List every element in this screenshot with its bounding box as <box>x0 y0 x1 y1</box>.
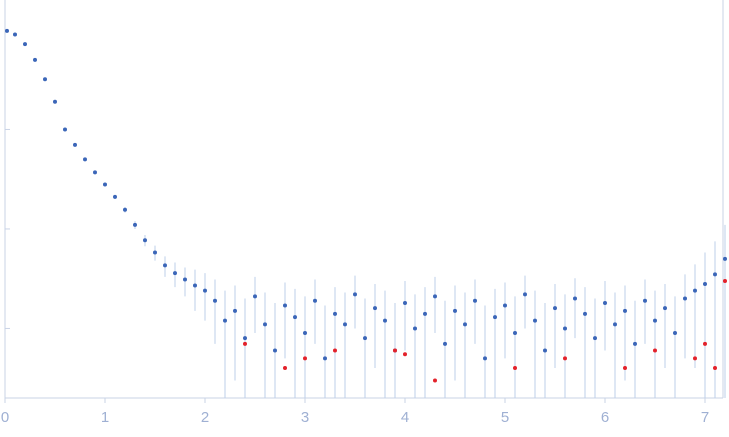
point <box>5 28 9 33</box>
point <box>563 356 567 361</box>
point <box>383 318 387 323</box>
point <box>283 366 287 371</box>
point <box>243 341 247 346</box>
point <box>553 306 557 311</box>
point <box>613 322 617 327</box>
point <box>263 322 267 327</box>
point <box>663 306 667 311</box>
point <box>303 331 307 336</box>
point <box>43 77 47 82</box>
point <box>403 352 407 357</box>
point <box>413 326 417 331</box>
point <box>343 322 347 327</box>
point <box>653 348 657 353</box>
point <box>443 341 447 346</box>
point <box>683 296 687 301</box>
point <box>113 194 117 199</box>
point <box>693 288 697 293</box>
point <box>623 366 627 371</box>
point <box>693 356 697 361</box>
x-tick-label: 5 <box>501 409 509 426</box>
point <box>603 301 607 306</box>
point <box>173 271 177 276</box>
point <box>63 127 67 132</box>
point <box>253 294 257 299</box>
x-tick-label: 3 <box>301 409 309 426</box>
point <box>703 341 707 346</box>
point <box>333 348 337 353</box>
point <box>543 348 547 353</box>
point <box>93 170 97 175</box>
point <box>373 306 377 311</box>
point <box>83 157 87 162</box>
point <box>633 341 637 346</box>
point <box>33 57 37 62</box>
point <box>303 356 307 361</box>
point <box>223 318 227 323</box>
point <box>133 222 137 227</box>
point <box>283 303 287 308</box>
point <box>473 298 477 303</box>
point <box>513 366 517 371</box>
point <box>213 298 217 303</box>
point <box>53 99 57 104</box>
point <box>713 366 717 371</box>
x-tick-label: 4 <box>401 409 409 426</box>
point <box>193 283 197 288</box>
point <box>573 296 577 301</box>
point <box>103 182 107 187</box>
point <box>523 292 527 297</box>
point <box>433 378 437 383</box>
x-tick-label: 1 <box>101 409 109 426</box>
point <box>233 308 237 313</box>
point <box>643 298 647 303</box>
point <box>353 292 357 297</box>
point <box>13 32 17 37</box>
point <box>623 308 627 313</box>
point <box>493 315 497 320</box>
point <box>153 250 157 255</box>
point <box>183 277 187 282</box>
point <box>583 311 587 316</box>
point <box>73 142 77 147</box>
point <box>143 238 147 243</box>
point <box>393 348 397 353</box>
point <box>23 42 27 47</box>
x-tick-label: 0 <box>1 409 9 426</box>
point <box>433 294 437 299</box>
point <box>403 301 407 306</box>
point <box>203 288 207 293</box>
point <box>483 356 487 361</box>
point <box>723 278 727 283</box>
point <box>703 281 707 286</box>
point <box>123 207 127 212</box>
point <box>503 303 507 308</box>
point <box>563 326 567 331</box>
point <box>163 263 167 268</box>
x-tick-label: 2 <box>201 409 209 426</box>
point <box>313 298 317 303</box>
point <box>723 256 727 261</box>
point <box>513 331 517 336</box>
point <box>453 308 457 313</box>
point <box>673 331 677 336</box>
point <box>273 348 277 353</box>
point <box>323 356 327 361</box>
point <box>653 318 657 323</box>
x-tick-label: 6 <box>601 409 609 426</box>
point <box>363 336 367 341</box>
point <box>463 322 467 327</box>
point <box>533 318 537 323</box>
point <box>713 272 717 277</box>
point <box>243 336 247 341</box>
x-tick-label: 7 <box>701 409 709 426</box>
point <box>423 311 427 316</box>
point <box>333 311 337 316</box>
point <box>593 336 597 341</box>
point <box>293 315 297 320</box>
